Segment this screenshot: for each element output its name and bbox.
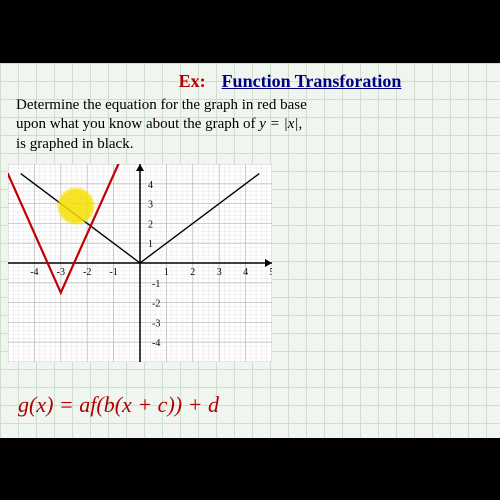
prompt-eq: y = |x| (259, 116, 298, 132)
formula: g(x) = af(b(x + c)) + d (18, 392, 219, 418)
svg-text:3: 3 (217, 267, 222, 278)
svg-text:-4: -4 (152, 338, 160, 349)
svg-text:-2: -2 (152, 299, 160, 310)
prompt-line1: Determine the equation for the graph in … (16, 97, 307, 113)
svg-text:5: 5 (270, 267, 273, 278)
svg-text:-1: -1 (152, 279, 160, 290)
chart: -4 -3 -2 -1 1 2 3 4 5 -4 -3 -2 -1 1 2 3 4 (8, 164, 272, 362)
heading: Ex: Function Transforation (92, 71, 488, 92)
svg-text:2: 2 (148, 219, 153, 230)
svg-text:-1: -1 (109, 267, 117, 278)
heading-spacer (210, 74, 218, 91)
svg-text:-3: -3 (152, 318, 160, 329)
prompt-text: Determine the equation for the graph in … (16, 96, 488, 155)
prompt-line3: is graphed in black. (16, 136, 133, 152)
title: Function Transforation (222, 71, 402, 91)
content-area: Ex: Function Transforation Determine the… (0, 63, 500, 371)
slide-canvas: Ex: Function Transforation Determine the… (0, 63, 500, 438)
svg-text:3: 3 (148, 200, 153, 211)
svg-text:2: 2 (190, 267, 195, 278)
chart-svg: -4 -3 -2 -1 1 2 3 4 5 -4 -3 -2 -1 1 2 3 4 (8, 164, 272, 362)
highlight-dot-icon (58, 188, 94, 224)
prompt-line2-pre: upon what you know about the graph of (16, 116, 259, 132)
svg-text:1: 1 (148, 239, 153, 250)
svg-text:-2: -2 (83, 267, 91, 278)
ex-label: Ex: (179, 71, 206, 91)
svg-text:-3: -3 (57, 267, 65, 278)
svg-text:4: 4 (243, 267, 248, 278)
svg-text:-4: -4 (30, 267, 38, 278)
svg-text:1: 1 (164, 267, 169, 278)
svg-text:4: 4 (148, 180, 153, 191)
